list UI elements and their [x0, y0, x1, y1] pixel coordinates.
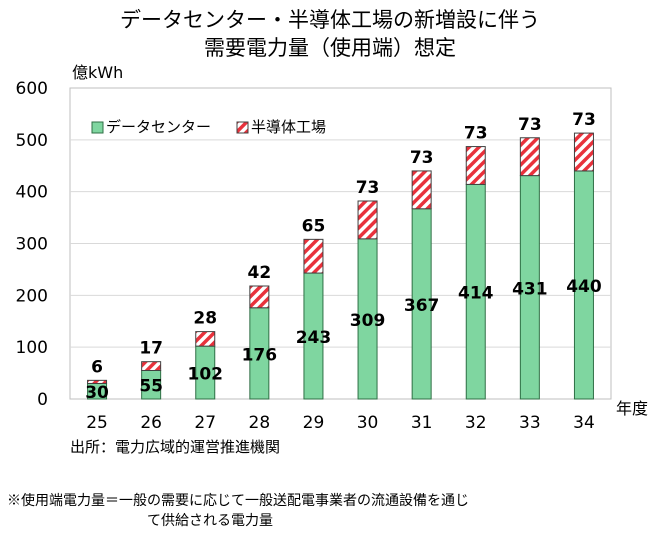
bar-semiconductor [411, 170, 432, 210]
footnote-line-1: ※使用端電力量＝一般の需要に応じて一般送配電事業者の流通設備を通じ [7, 493, 469, 509]
source-note: 出所：電力広域的運営推進機関 [70, 438, 281, 456]
bar-semiconductor [249, 285, 270, 309]
x-tick-label: 27 [194, 413, 216, 433]
y-tick-label: 600 [16, 79, 48, 99]
data-label-datacenter: 243 [296, 328, 332, 348]
data-label-semiconductor: 6 [91, 357, 103, 377]
data-label-semiconductor: 28 [193, 309, 217, 329]
data-label-semiconductor: 65 [302, 216, 326, 236]
data-label-datacenter: 30 [85, 383, 109, 403]
y-tick-label: 200 [16, 286, 48, 306]
x-tick-label: 34 [573, 413, 595, 433]
chart-title-line-2: 需要電力量（使用端）想定 [204, 36, 456, 60]
x-tick-label: 25 [86, 413, 108, 433]
bar-semiconductor [195, 331, 216, 347]
data-label-datacenter: 414 [458, 284, 494, 304]
data-label-semiconductor: 73 [356, 178, 380, 198]
data-label-semiconductor: 17 [139, 339, 163, 359]
chart-title-line-1: データセンター・半導体工場の新増設に伴う [120, 8, 540, 32]
data-label-datacenter: 309 [350, 311, 386, 331]
x-tick-label: 31 [411, 413, 433, 433]
bar-semiconductor [141, 361, 162, 371]
footnote-line-2: て供給される電力量 [147, 513, 273, 529]
x-tick-label: 28 [249, 413, 271, 433]
legend-swatch-semiconductor [236, 121, 249, 134]
data-label-semiconductor: 73 [518, 115, 542, 135]
data-label-datacenter: 102 [188, 365, 224, 385]
data-label-datacenter: 55 [139, 377, 163, 397]
x-tick-label: 33 [519, 413, 541, 433]
data-label-datacenter: 367 [404, 296, 440, 316]
bar-semiconductor [519, 137, 540, 177]
y-tick-label: 500 [16, 131, 48, 151]
data-label-semiconductor: 73 [572, 110, 596, 130]
y-tick-label: 100 [16, 338, 48, 358]
y-tick-label: 400 [16, 183, 48, 203]
data-label-semiconductor: 73 [410, 148, 434, 168]
bar-semiconductor [573, 132, 594, 172]
y-axis-unit-label: 億kWh [72, 63, 123, 82]
bar-semiconductor [87, 379, 108, 384]
legend-swatch-datacenter [91, 121, 104, 134]
legend-label-semiconductor: 半導体工場 [251, 118, 326, 136]
legend-label-datacenter: データセンター [106, 118, 211, 136]
data-label-semiconductor: 73 [464, 124, 488, 144]
x-tick-label: 29 [303, 413, 325, 433]
x-axis-unit-label: 年度 [616, 399, 648, 418]
data-label-datacenter: 176 [242, 345, 278, 365]
y-tick-label: 0 [37, 390, 48, 410]
x-tick-label: 30 [357, 413, 379, 433]
bar-semiconductor [465, 146, 486, 185]
y-tick-label: 300 [16, 235, 48, 255]
data-label-datacenter: 440 [566, 277, 602, 297]
x-tick-label: 32 [465, 413, 487, 433]
data-label-semiconductor: 42 [248, 263, 272, 283]
bar-semiconductor [357, 200, 378, 240]
x-tick-label: 26 [140, 413, 162, 433]
data-label-datacenter: 431 [512, 279, 548, 299]
bar-semiconductor [303, 238, 324, 274]
